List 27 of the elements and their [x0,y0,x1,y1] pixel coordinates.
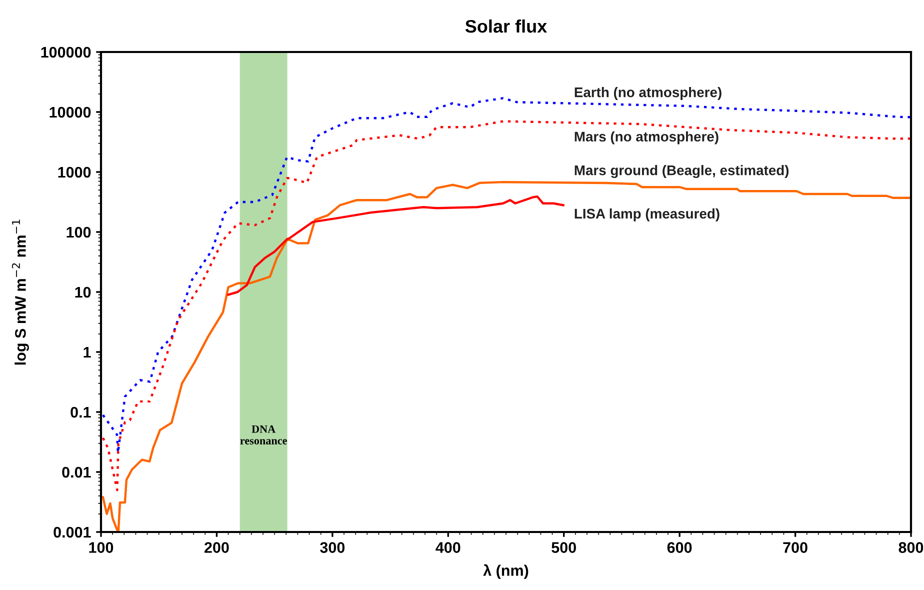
y-tick-label: 10 [75,286,91,298]
band-label: DNA resonance [240,425,287,444]
y-tick-label: 0.1 [70,406,91,418]
series-label: Earth (no atmosphere) [574,87,722,100]
y-tick-label: 0.001 [54,526,91,538]
y-tick-label: 1 [84,347,91,358]
y-tick-label: 100000 [41,46,91,58]
x-tick-label: 400 [436,542,460,553]
x-tick-label: 300 [320,542,345,553]
x-tick-label: 100 [89,542,114,553]
y-tick-label: 100 [66,226,91,238]
y-axis-title: log S mW m$^{−2}$ nm$^{−1}$ [12,220,29,365]
line-series [227,195,564,296]
x-tick-label: 700 [783,542,808,553]
x-tick-label: 500 [552,542,576,553]
y-tick-label: 1000 [58,166,91,178]
line-series [102,120,911,492]
y-tick-label: 10000 [50,106,91,118]
series-label: Mars (no atmosphere) [574,131,718,144]
series-label: Mars ground (Beagle, estimated) [574,165,789,178]
series-label: LISA lamp (measured) [574,208,720,222]
x-axis-title: λ (nm) [483,564,528,579]
y-tick-label: 0.01 [62,466,91,478]
x-tick-label: 600 [667,542,692,553]
chart-title: Solar flux [465,19,548,33]
x-tick-label: 200 [204,542,229,553]
x-tick-label: 800 [898,542,924,553]
